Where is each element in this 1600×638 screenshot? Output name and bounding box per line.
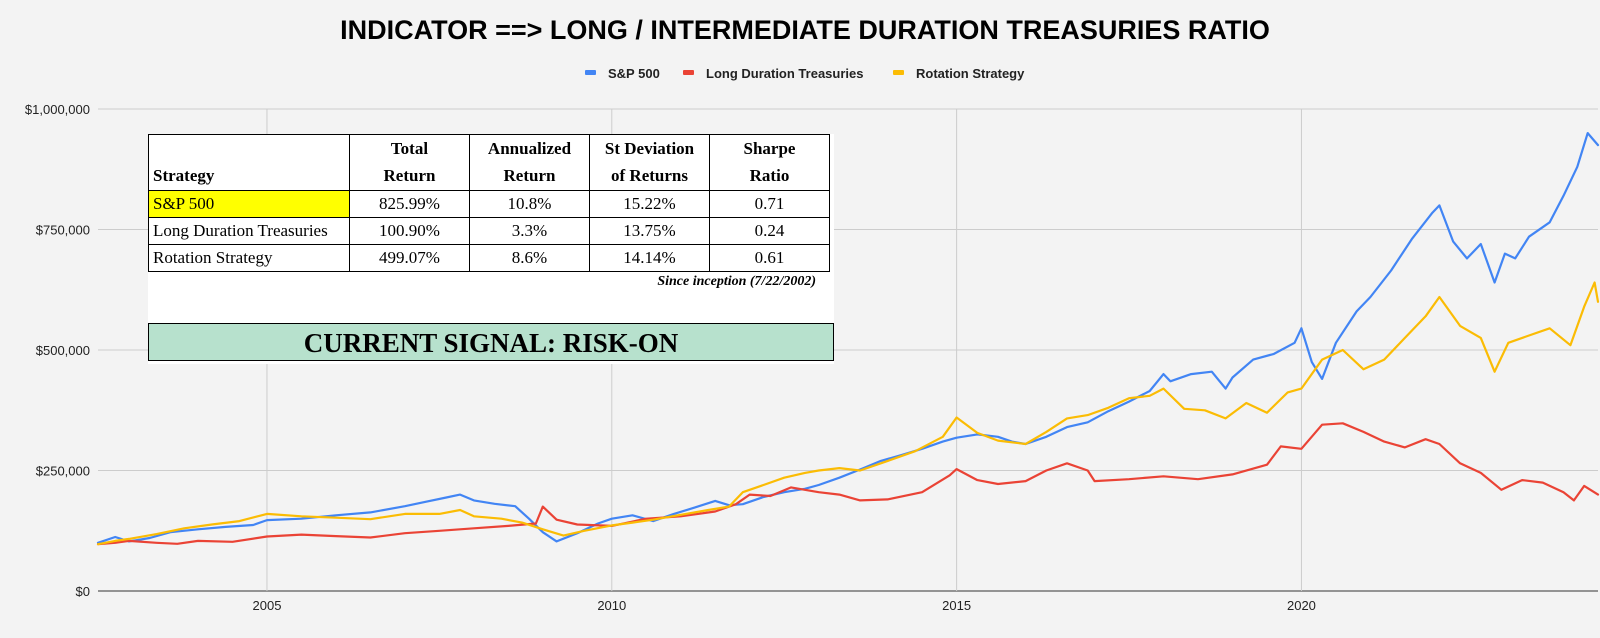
- table-row: Rotation Strategy 499.07% 8.6% 14.14% 0.…: [148, 244, 830, 272]
- x-tick-label: 2020: [1287, 598, 1316, 613]
- cell-annualized-return: 8.6%: [469, 244, 590, 272]
- header-sharpe-ratio-line2: Ratio: [749, 166, 790, 185]
- legend-swatch: [893, 70, 904, 75]
- header-total-return-line2: Return: [383, 166, 436, 185]
- table-row: Long Duration Treasuries 100.90% 3.3% 13…: [148, 217, 830, 245]
- x-tick-label: 2005: [253, 598, 282, 613]
- series-line: [96, 132, 1600, 544]
- legend-label: Rotation Strategy: [916, 66, 1025, 81]
- header-sharpe-ratio: Sharpe Ratio: [709, 134, 830, 191]
- cell-strategy: Long Duration Treasuries: [148, 217, 350, 245]
- header-st-deviation: St Deviation of Returns: [589, 134, 710, 191]
- cell-strategy: Rotation Strategy: [148, 244, 350, 272]
- cell-total-return: 499.07%: [349, 244, 470, 272]
- header-annualized-return: Annualized Return: [469, 134, 590, 191]
- header-st-deviation-line1: St Deviation: [604, 139, 695, 158]
- stats-panel: Strategy Total Return Annualized Return …: [148, 134, 834, 364]
- stats-header-row: Strategy Total Return Annualized Return …: [148, 134, 830, 191]
- header-strategy: Strategy: [148, 134, 350, 191]
- header-total-return-line1: Total: [390, 139, 429, 158]
- legend: S&P 500 Long Duration Treasuries Rotation …: [585, 66, 1025, 81]
- series-line: [96, 281, 1600, 546]
- header-sharpe-ratio-line1: Sharpe: [743, 139, 796, 158]
- table-row: S&P 500 825.99% 10.8% 15.22% 0.71: [148, 190, 830, 218]
- y-tick-label: $750,000: [36, 223, 90, 238]
- legend-label: S&P 500: [608, 66, 660, 81]
- current-signal-banner: CURRENT SIGNAL: RISK-ON: [148, 323, 834, 361]
- y-tick-label: $0: [76, 584, 90, 599]
- x-tick-label: 2015: [942, 598, 971, 613]
- header-st-deviation-line2: of Returns: [611, 166, 688, 185]
- cell-sharpe-ratio: 0.24: [709, 217, 830, 245]
- cell-st-deviation: 13.75%: [589, 217, 710, 245]
- cell-annualized-return: 10.8%: [469, 190, 590, 218]
- y-axis-ticks: $0 $250,000 $500,000 $750,000 $1,000,000: [25, 102, 90, 599]
- legend-swatch: [585, 70, 596, 75]
- cell-total-return: 100.90%: [349, 217, 470, 245]
- cell-sharpe-ratio: 0.61: [709, 244, 830, 272]
- legend-swatch: [683, 70, 694, 75]
- cell-strategy: S&P 500: [148, 190, 350, 218]
- cell-annualized-return: 3.3%: [469, 217, 590, 245]
- legend-label: Long Duration Treasuries: [706, 66, 863, 81]
- header-annualized-return-line1: Annualized: [487, 139, 572, 158]
- y-tick-label: $250,000: [36, 464, 90, 479]
- x-axis-ticks: 2005 2010 2015 2020: [253, 598, 1316, 613]
- x-tick-label: 2010: [597, 598, 626, 613]
- cell-sharpe-ratio: 0.71: [709, 190, 830, 218]
- series-lines: [96, 132, 1600, 546]
- y-tick-label: $1,000,000: [25, 102, 90, 117]
- stats-table: Strategy Total Return Annualized Return …: [148, 134, 830, 272]
- header-annualized-return-line2: Return: [503, 166, 556, 185]
- series-line: [96, 422, 1600, 546]
- cell-st-deviation: 14.14%: [589, 244, 710, 272]
- cell-st-deviation: 15.22%: [589, 190, 710, 218]
- header-strategy-line1: Strategy: [153, 166, 215, 185]
- cell-total-return: 825.99%: [349, 190, 470, 218]
- chart-title: INDICATOR ==> LONG / INTERMEDIATE DURATI…: [340, 15, 1270, 45]
- y-tick-label: $500,000: [36, 343, 90, 358]
- inception-footnote: Since inception (7/22/2002): [657, 274, 816, 289]
- header-total-return: Total Return: [349, 134, 470, 191]
